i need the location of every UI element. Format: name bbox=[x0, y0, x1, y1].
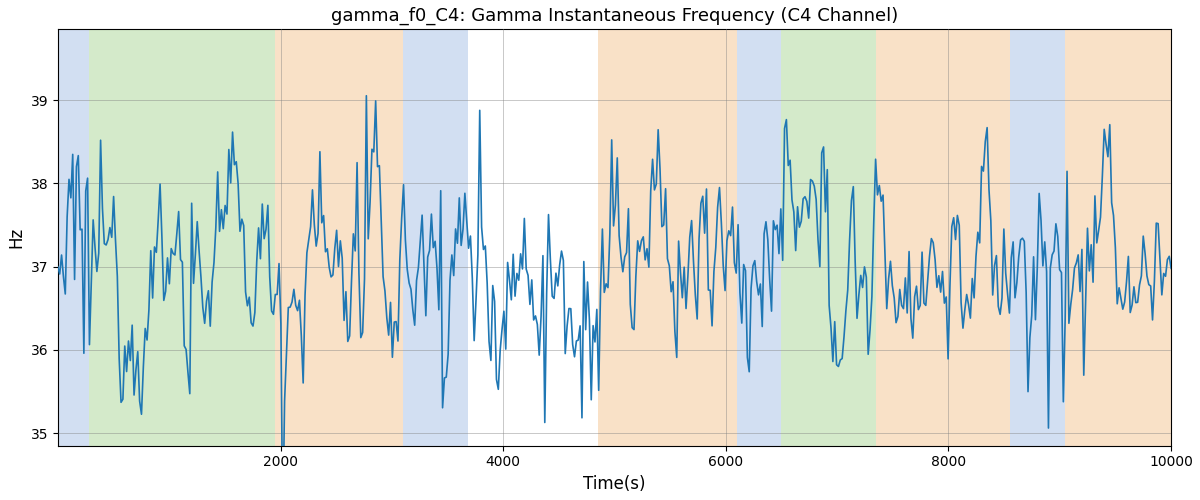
Bar bbox=[275, 30, 403, 446]
X-axis label: Time(s): Time(s) bbox=[583, 475, 646, 493]
Bar bbox=[58, 30, 89, 446]
Bar bbox=[598, 30, 737, 446]
Bar bbox=[1009, 30, 1066, 446]
Title: gamma_f0_C4: Gamma Instantaneous Frequency (C4 Channel): gamma_f0_C4: Gamma Instantaneous Frequen… bbox=[331, 7, 898, 25]
Bar bbox=[89, 30, 275, 446]
Bar bbox=[1066, 30, 1171, 446]
Y-axis label: Hz: Hz bbox=[7, 227, 25, 248]
Bar bbox=[781, 30, 876, 446]
Bar bbox=[403, 30, 468, 446]
Bar bbox=[737, 30, 781, 446]
Bar bbox=[876, 30, 1009, 446]
